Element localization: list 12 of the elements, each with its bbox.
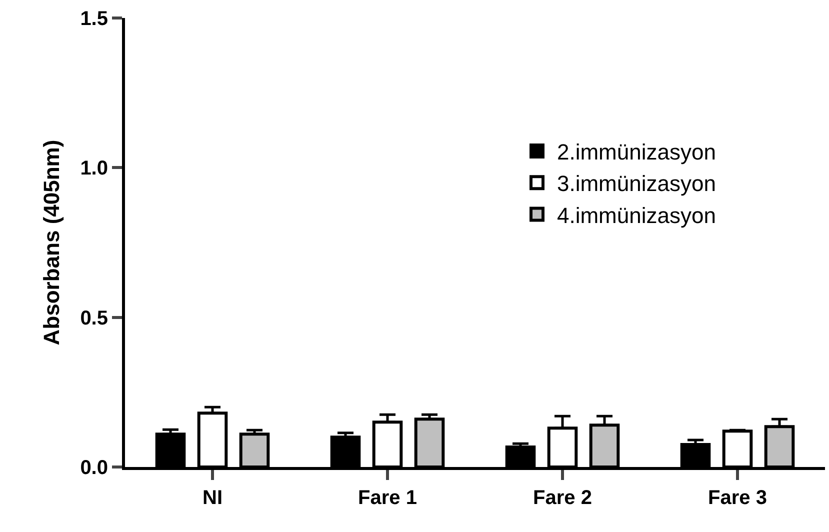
- x-tick-label: Fare 2: [533, 487, 592, 509]
- y-tick-label: 0.0: [80, 457, 108, 479]
- x-tick-label: Fare 3: [708, 487, 767, 509]
- y-tick-label: 1.5: [80, 8, 108, 30]
- legend-label: 3.immünizasyon: [557, 171, 716, 196]
- y-axis-title: Absorbans (405nm): [38, 140, 64, 346]
- y-tick-label: 0.5: [80, 307, 108, 330]
- legend-label: 2.immünizasyon: [557, 140, 716, 165]
- y-tick-label: 1.0: [80, 158, 108, 180]
- x-tick-label: NI: [202, 487, 222, 509]
- x-tick-label: Fare 1: [358, 487, 417, 509]
- legend-label: 4.immünizasyon: [557, 202, 716, 228]
